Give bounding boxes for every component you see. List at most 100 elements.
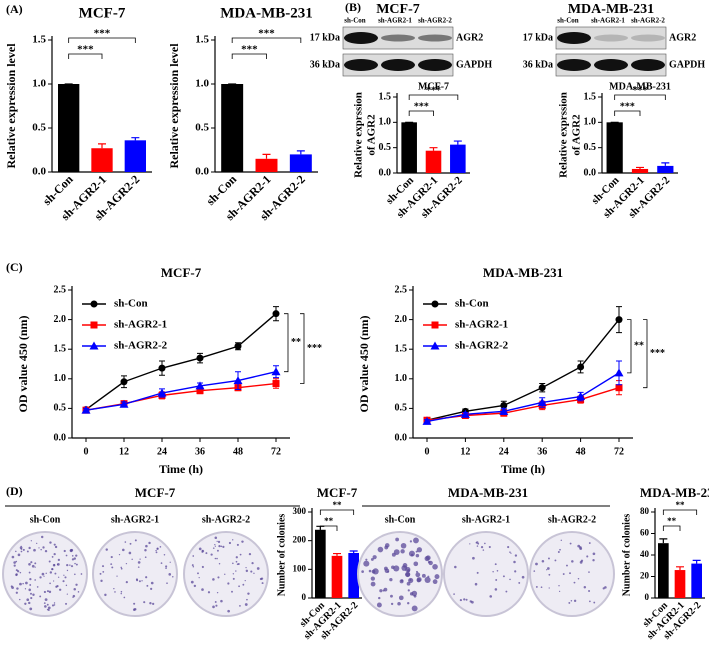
colony xyxy=(53,604,56,606)
colony xyxy=(235,560,238,563)
y-tick-label: 80 xyxy=(640,506,650,516)
error-bar xyxy=(131,137,140,141)
colony xyxy=(131,558,133,561)
colony xyxy=(193,584,197,588)
colony xyxy=(583,586,587,589)
colony xyxy=(123,596,126,599)
colony xyxy=(495,579,498,581)
colony xyxy=(159,546,162,548)
colony xyxy=(155,551,158,554)
blot-band xyxy=(418,59,452,71)
y-tick-label: 0.5 xyxy=(32,122,46,134)
x-tick-label: 0 xyxy=(425,446,430,457)
colony xyxy=(13,561,16,564)
colony xyxy=(214,545,216,547)
colony xyxy=(99,572,102,575)
y-tick-label: 1.5 xyxy=(195,34,209,46)
legend-marker xyxy=(431,321,439,329)
colony xyxy=(29,577,32,581)
y-tick-label: 1.0 xyxy=(584,117,597,128)
colony xyxy=(411,605,418,612)
colony xyxy=(236,543,239,546)
dish-label: sh-AGR2-2 xyxy=(548,514,596,525)
error-bar xyxy=(692,559,701,564)
colony xyxy=(378,596,381,600)
colony xyxy=(54,572,57,575)
colony xyxy=(232,577,235,580)
colony xyxy=(496,569,499,572)
colony xyxy=(62,580,65,583)
colony xyxy=(144,556,147,559)
colony xyxy=(569,542,572,545)
colony xyxy=(407,602,410,605)
colony xyxy=(48,560,51,563)
blot-band xyxy=(557,32,591,44)
point xyxy=(157,388,167,397)
point xyxy=(538,384,546,392)
colony xyxy=(30,540,32,542)
colony xyxy=(393,565,400,572)
colony xyxy=(110,555,113,559)
legend-label: sh-AGR2-2 xyxy=(455,340,509,352)
colony xyxy=(216,540,218,542)
chart-title: MDA-MB-231 xyxy=(640,485,709,500)
colony xyxy=(10,585,13,588)
significance-bracket xyxy=(614,94,666,100)
colony xyxy=(15,591,18,594)
y-axis-label: of AGR2 xyxy=(366,114,378,156)
colony xyxy=(54,545,58,549)
bar xyxy=(657,165,674,173)
colony xyxy=(472,556,475,560)
colony xyxy=(201,565,204,569)
colony xyxy=(222,545,225,548)
significance-label: ** xyxy=(291,337,301,348)
y-axis-label: Relative exprssion xyxy=(353,92,365,178)
colony xyxy=(416,547,423,553)
chart-title: MCF-7 xyxy=(418,81,449,92)
colony xyxy=(398,595,404,601)
colony xyxy=(137,561,141,564)
bar xyxy=(255,158,278,172)
y-axis-label: Number of colonies xyxy=(276,514,287,597)
colony xyxy=(75,554,78,557)
colony xyxy=(471,600,474,604)
protein-label: GAPDH xyxy=(669,59,705,70)
legend-label: sh-AGR2-2 xyxy=(114,340,168,352)
dish-label: sh-AGR2-1 xyxy=(462,514,510,525)
colony xyxy=(201,588,204,591)
colony xyxy=(509,551,511,553)
y-tick-label: 0.0 xyxy=(32,166,46,178)
colony xyxy=(66,569,69,572)
colony xyxy=(165,567,167,569)
y-tick-label: 2.5 xyxy=(395,284,408,295)
colony xyxy=(558,585,560,587)
point xyxy=(120,378,128,386)
bar xyxy=(450,144,466,173)
colony xyxy=(399,579,404,584)
protein-label: AGR2 xyxy=(456,32,483,43)
colony xyxy=(120,590,123,593)
significance-bracket xyxy=(627,319,632,374)
colony xyxy=(237,563,240,565)
size-label: 17 kDa xyxy=(310,32,340,43)
colony xyxy=(15,573,18,577)
x-tick-label: 72 xyxy=(614,446,624,457)
chart-title: MDA-MB-231 xyxy=(483,265,563,280)
x-tick-label: 36 xyxy=(195,446,205,457)
colony xyxy=(548,573,551,576)
colony xyxy=(547,557,550,560)
significance-bracket xyxy=(408,94,459,100)
y-tick-label: 0.0 xyxy=(54,432,67,443)
colony xyxy=(566,564,568,567)
colony xyxy=(579,560,583,564)
colony xyxy=(232,539,234,541)
legend-marker xyxy=(89,341,99,350)
error-bar xyxy=(429,147,438,151)
point xyxy=(195,381,205,390)
colony xyxy=(592,552,596,556)
colony xyxy=(40,535,44,539)
dish-title: MDA-MB-231 xyxy=(448,485,528,500)
blot-band xyxy=(381,34,415,42)
colony xyxy=(261,582,264,585)
y-tick-label: 2.5 xyxy=(54,284,67,295)
